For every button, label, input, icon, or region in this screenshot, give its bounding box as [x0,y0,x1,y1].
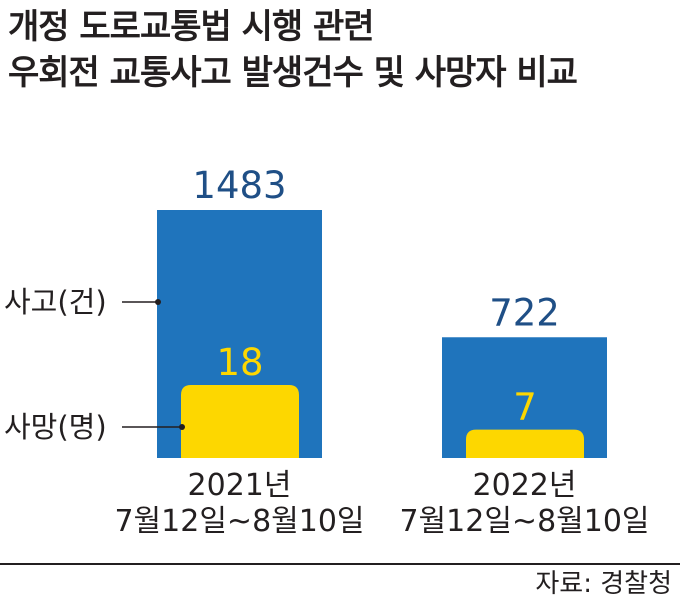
category-label: 2022년 [473,468,577,503]
death-value-label: 18 [216,341,263,384]
category-label: 2021년 [188,468,292,503]
category-label: 7월12일~8월10일 [399,504,649,539]
legend-marker-accidents [155,299,161,305]
accident-value-label: 1483 [192,164,286,207]
legend-marker-deaths [179,424,185,430]
chart-title: 개정 도로교통법 시행 관련 우회전 교통사고 발생건수 및 사망자 비교 [8,4,672,96]
source-note: 자료: 경찰청 [535,569,672,599]
footer-divider [0,563,680,565]
death-value-label: 7 [513,386,537,429]
death-bar [466,429,584,458]
legend-label-accidents: 사고(건) [4,285,107,319]
legend-label-deaths: 사망(명) [4,410,107,444]
chart-title-line-2: 우회전 교통사고 발생건수 및 사망자 비교 [8,53,578,93]
death-bar [181,385,299,458]
chart-title-line-1: 개정 도로교통법 시행 관련 [8,7,375,47]
accident-value-label: 722 [489,291,560,334]
category-label: 7월12일~8월10일 [114,504,364,539]
